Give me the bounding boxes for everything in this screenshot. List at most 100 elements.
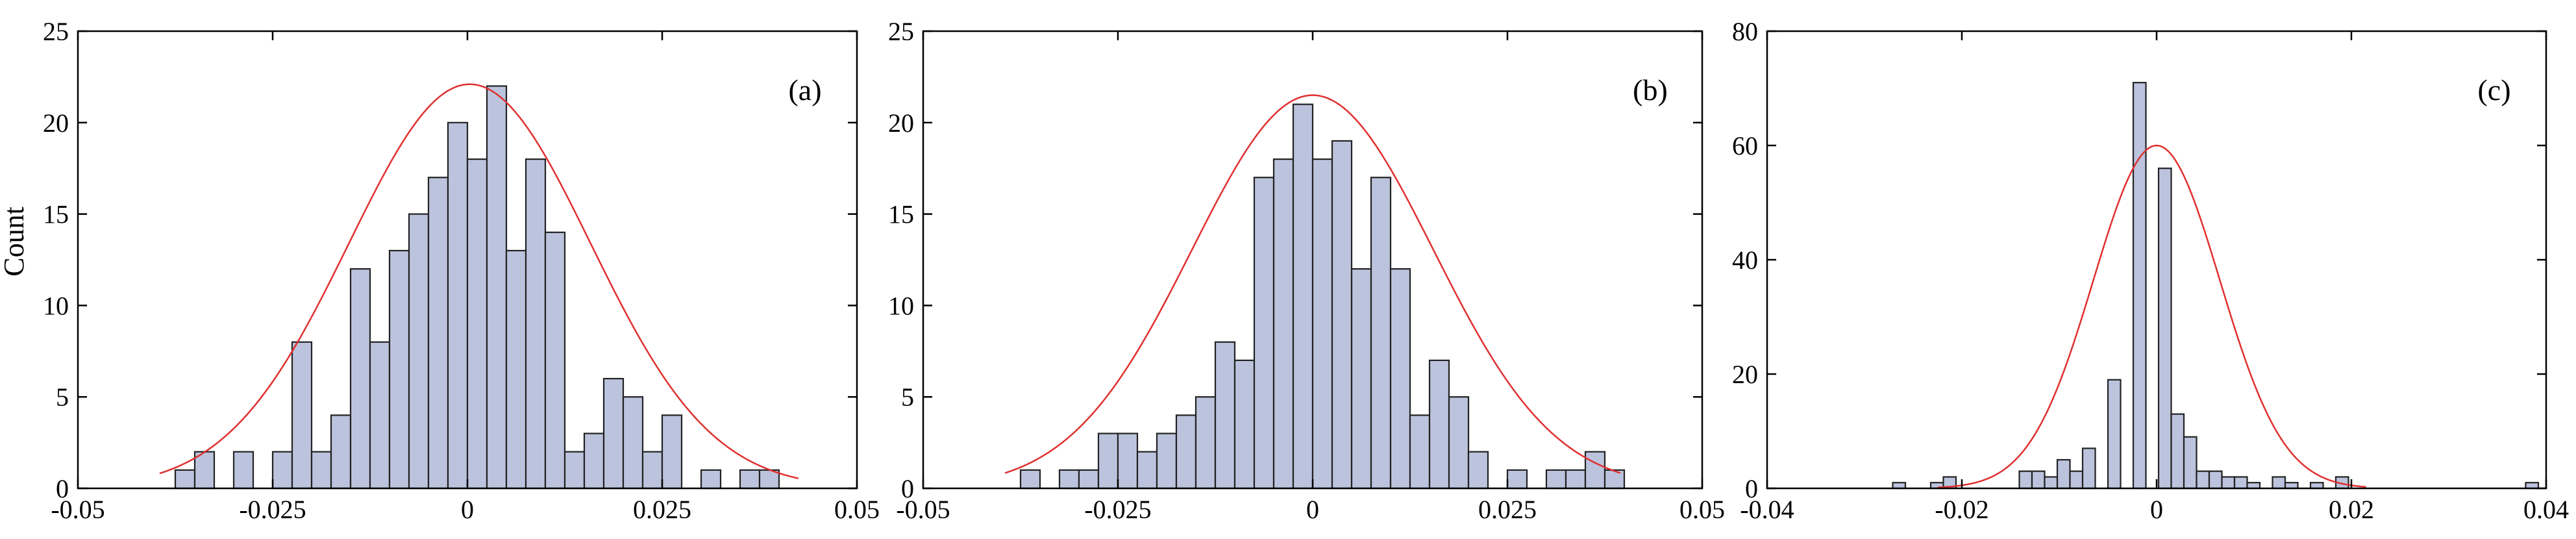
histogram-bar (1604, 469, 1626, 490)
histogram-bar (408, 213, 430, 490)
histogram-bar (1448, 396, 1470, 490)
histogram-bar (1467, 451, 1489, 490)
histogram-bar (1156, 432, 1178, 490)
histogram-bar (1370, 177, 1392, 490)
histogram-bar (602, 377, 625, 490)
y-tick-label: 80 (1732, 17, 1758, 46)
histogram-bar (447, 121, 469, 490)
x-tick-label: -0.05 (51, 495, 105, 524)
histogram-bar (1311, 158, 1333, 490)
histogram-bar (291, 341, 313, 490)
panel-a-chart: -0.05 -0.025 0 0.025 0.05 0 5 10 15 20 25 (a) (43, 17, 880, 524)
histogram-bar (583, 432, 605, 490)
gaussian-fit-curve (1937, 144, 2366, 488)
panel-c-chart: -0.04 -0.02 0 0.02 0.04 0 20 40 60 80 (c) (1732, 17, 2569, 524)
y-tick-label: 10 (888, 291, 914, 320)
histogram-bar (466, 158, 488, 490)
gaussian-fit-curve (159, 83, 799, 479)
histogram-bar (1058, 469, 1080, 490)
y-tick-label: 25 (43, 17, 69, 46)
histogram-bar (1565, 469, 1587, 490)
histogram-bar (2069, 470, 2084, 490)
histogram-bar (1506, 469, 1528, 490)
histogram-bar (2284, 482, 2299, 490)
histogram-bar (2525, 482, 2540, 490)
histogram-bar (1428, 359, 1450, 490)
histogram-bar (2018, 470, 2033, 490)
panel-label: (b) (1633, 73, 1668, 107)
histogram-bar (349, 268, 371, 490)
histogram-bar (1233, 359, 1256, 490)
plot-frame (1766, 30, 2547, 490)
histogram-bar (2170, 413, 2185, 490)
histogram-bar (369, 341, 391, 490)
histogram-bar (1331, 140, 1353, 490)
x-tick-label: 0.04 (2523, 495, 2569, 524)
histogram-bar (2081, 447, 2096, 490)
x-tick-label: 0 (461, 495, 474, 524)
histogram-bar (2208, 470, 2223, 490)
panel-b-chart: -0.05 -0.025 0 0.025 0.05 0 5 10 15 20 25 (b) (888, 17, 1725, 524)
histogram-bar (2196, 470, 2211, 490)
gaussian-fit-curve (1004, 94, 1621, 474)
x-tick-label: 0.05 (834, 495, 880, 524)
y-tick-label: 5 (56, 382, 69, 412)
x-tick-label: 0 (1306, 495, 1319, 524)
histogram-bar (700, 469, 722, 490)
histogram-bar (525, 158, 547, 490)
histogram-bar (622, 396, 644, 490)
histogram-bar (2044, 476, 2059, 490)
histogram-bar (330, 414, 352, 490)
y-tick-label: 25 (888, 17, 914, 46)
histogram-bar (232, 451, 254, 490)
histogram-bar (486, 85, 508, 490)
x-tick-label: -0.04 (1740, 495, 1794, 524)
y-tick-label: 60 (1732, 131, 1758, 160)
histogram-bar (2233, 476, 2248, 490)
histogram-bar (1019, 469, 1041, 490)
histogram-bar (2132, 82, 2147, 490)
y-tick-label: 20 (888, 108, 914, 138)
y-tick-label: 0 (1745, 474, 1758, 503)
histogram-bar (1253, 177, 1275, 490)
x-tick-label: -0.025 (1084, 495, 1151, 524)
histogram-bar (1078, 469, 1100, 490)
y-tick-label: 0 (901, 474, 914, 503)
y-tick-label: 0 (56, 474, 69, 503)
histogram-bar (310, 451, 332, 490)
x-tick-label: 0.05 (1679, 495, 1725, 524)
histogram-bar (1584, 451, 1606, 490)
histogram-bar (1214, 341, 1236, 490)
histogram-bar (1175, 414, 1197, 490)
x-tick-label: -0.025 (239, 495, 306, 524)
histogram-bar (388, 249, 410, 490)
histogram-bar (2157, 168, 2172, 490)
histogram-bar (739, 469, 761, 490)
y-tick-label: 20 (1732, 360, 1758, 389)
histogram-bar (1195, 396, 1217, 490)
y-tick-label: 40 (1732, 245, 1758, 275)
histogram-bar (1097, 432, 1119, 490)
histogram-bar (427, 177, 449, 490)
histogram-bar (174, 469, 196, 490)
histogram-bar (1272, 158, 1294, 490)
histogram-bar (2107, 379, 2122, 490)
histogram-bar (661, 414, 683, 490)
histogram-bar (1292, 103, 1314, 490)
histogram-bar (2183, 436, 2198, 490)
histogram-bar (1409, 414, 1431, 490)
x-tick-label: 0.025 (633, 495, 691, 524)
y-tick-label: 15 (43, 200, 69, 229)
panel-label: (a) (788, 73, 821, 107)
y-axis-label: Count (0, 207, 30, 277)
histogram-bar (2309, 482, 2324, 490)
histogram-bar (1136, 451, 1158, 490)
x-tick-label: -0.02 (1935, 495, 1988, 524)
histogram-bar (1389, 268, 1411, 490)
histogram-bar (2221, 476, 2236, 490)
y-tick-label: 5 (901, 382, 914, 412)
panel-label: (c) (2477, 73, 2510, 107)
histogram-bar (2056, 458, 2071, 490)
y-tick-label: 10 (43, 291, 69, 320)
